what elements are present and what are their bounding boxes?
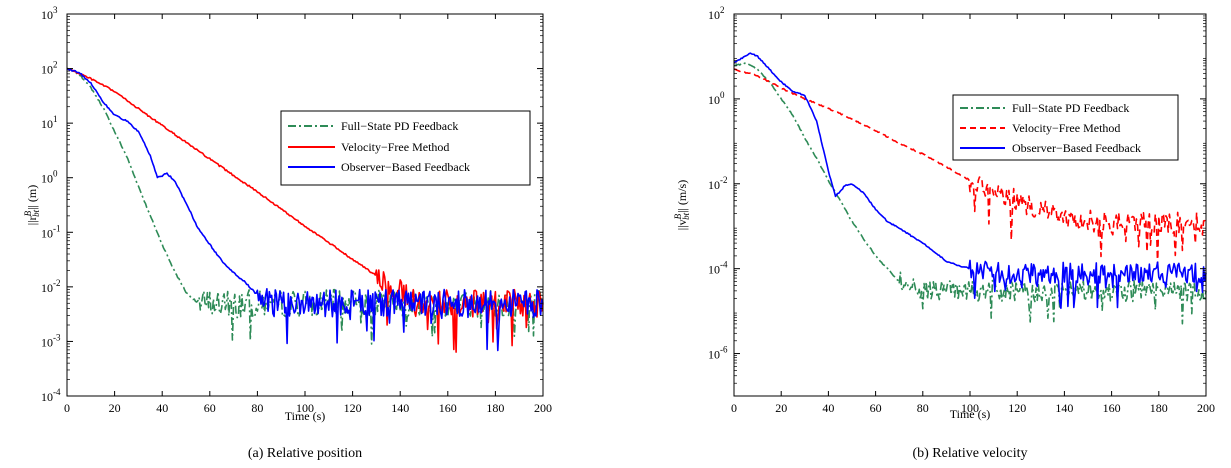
chart-b-xtick-label: 20 xyxy=(775,401,787,415)
chart-a-ytick-label: 10-3 xyxy=(41,332,61,349)
chart-a-ytick-label: 101 xyxy=(41,114,58,131)
chart-a-data xyxy=(66,67,544,353)
chart-b-xtick-label: 40 xyxy=(822,401,834,415)
chart-a: 0 20 40 60 80 100 120 140 160 180 200 10-4 10-3 10-2 1… xyxy=(23,5,552,461)
chart-a-plot-frame xyxy=(66,13,544,397)
chart-a-ytick-label: 10-1 xyxy=(41,223,61,240)
chart-a-legend: Full−State PD Feedback Velocity−Free Met… xyxy=(280,110,531,186)
chart-a-caption: (a) Relative position xyxy=(248,446,362,461)
chart-a-xtick-label: 160 xyxy=(439,401,457,415)
chart-a-legend-label-2: Observer−Based Feedback xyxy=(341,160,470,174)
chart-a-ytick-label: 103 xyxy=(41,5,58,22)
chart-a-xtick-label: 40 xyxy=(156,401,168,415)
chart-b-xlabel: Time (s) xyxy=(950,407,991,421)
chart-b-series-1-line xyxy=(733,68,1207,267)
chart-b-xtick-label: 200 xyxy=(1197,401,1215,415)
chart-b-ylabel: ||vBbt|| (m/s) xyxy=(673,180,691,230)
chart-a-ticks: 0 20 40 60 80 100 120 140 160 180 200 10-4 10-3 10-2 1… xyxy=(41,5,552,415)
chart-a-xtick-label: 180 xyxy=(486,401,504,415)
chart-a-xtick-label: 20 xyxy=(109,401,121,415)
chart-b-xtick-label: 80 xyxy=(917,401,929,415)
chart-a-xtick-label: 200 xyxy=(534,401,552,415)
chart-a-series-2-line xyxy=(66,67,544,352)
chart-b-caption: (b) Relative velocity xyxy=(912,446,1027,461)
chart-a-ylabel: ||rBbt|| (m) xyxy=(23,185,41,225)
chart-b-series-2-line xyxy=(733,52,1207,309)
chart-b: 0 20 40 60 80 100 120 140 160 180 200 10-6 10-4 10-2 1… xyxy=(673,5,1215,461)
chart-a-xtick-label: 60 xyxy=(204,401,216,415)
chart-b-ytick-label: 102 xyxy=(708,5,725,22)
chart-b-ticks: 0 20 40 60 80 100 120 140 160 180 200 10-6 10-4 10-2 1… xyxy=(708,5,1215,415)
chart-a-ytick-label: 102 xyxy=(41,60,58,77)
chart-b-xtick-label: 0 xyxy=(731,401,737,415)
chart-a-xtick-label: 0 xyxy=(64,401,70,415)
chart-a-legend-label-1: Velocity−Free Method xyxy=(341,140,449,154)
chart-b-ytick-label: 100 xyxy=(708,90,725,107)
chart-b-legend-label-1: Velocity−Free Method xyxy=(1012,121,1120,135)
chart-b-xtick-label: 160 xyxy=(1103,401,1121,415)
chart-a-ytick-label: 100 xyxy=(41,169,58,186)
chart-b-ytick-label: 10-4 xyxy=(708,260,728,277)
chart-b-xtick-label: 120 xyxy=(1008,401,1026,415)
chart-b-legend-label-2: Observer−Based Feedback xyxy=(1012,141,1141,155)
chart-a-xtick-label: 120 xyxy=(344,401,362,415)
chart-b-xtick-label: 140 xyxy=(1055,401,1073,415)
chart-a-series-0-line xyxy=(66,67,544,345)
chart-b-xtick-label: 60 xyxy=(870,401,882,415)
chart-a-xlabel: Time (s) xyxy=(285,409,326,423)
chart-a-ytick-label: 10-2 xyxy=(41,278,61,295)
chart-b-ytick-label: 10-2 xyxy=(708,175,728,192)
chart-a-xtick-label: 80 xyxy=(251,401,263,415)
chart-a-ytick-label: 10-4 xyxy=(41,387,61,404)
chart-b-legend-label-0: Full−State PD Feedback xyxy=(1012,101,1129,115)
chart-b-plot-frame xyxy=(733,13,1207,397)
chart-a-legend-label-0: Full−State PD Feedback xyxy=(341,119,458,133)
chart-b-legend: Full−State PD Feedback Velocity−Free Met… xyxy=(952,94,1179,161)
chart-a-xtick-label: 140 xyxy=(391,401,409,415)
chart-b-xtick-label: 180 xyxy=(1150,401,1168,415)
chart-a-xtick-label: 100 xyxy=(296,401,314,415)
chart-b-xtick-label: 100 xyxy=(961,401,979,415)
chart-b-data xyxy=(733,52,1207,325)
chart-b-ytick-label: 10-6 xyxy=(708,345,728,362)
